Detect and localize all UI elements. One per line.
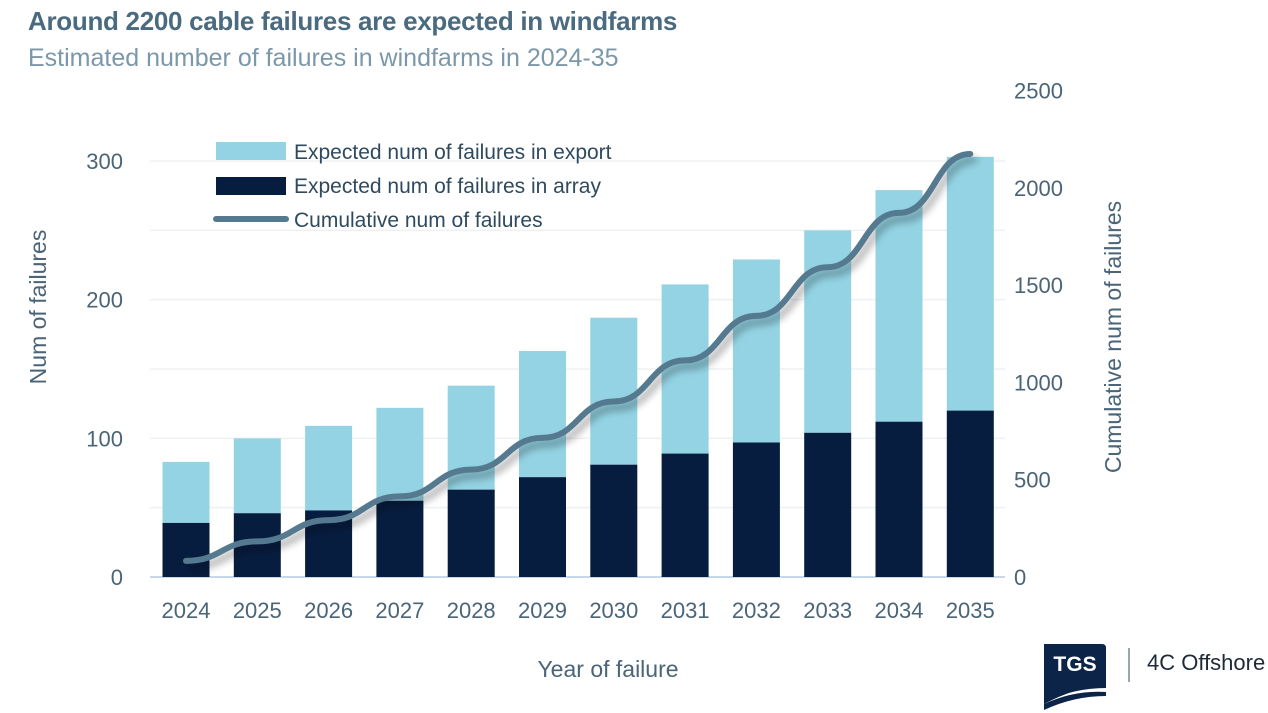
legend-swatch-array xyxy=(216,177,286,195)
y2-tick-label: 1000 xyxy=(1014,370,1063,395)
y2-axis-label: Cumulative num of failures xyxy=(1100,201,1126,473)
brand-name: 4C Offshore xyxy=(1147,650,1266,675)
bar-export-2034 xyxy=(875,190,923,422)
x-tick-label: 2027 xyxy=(375,598,424,623)
y2-tick-label: 0 xyxy=(1014,565,1026,590)
bar-array-2034 xyxy=(875,421,923,577)
chart-subtitle: Estimated number of failures in windfarm… xyxy=(28,44,619,72)
bar-array-2031 xyxy=(661,453,709,577)
bar-export-2029 xyxy=(519,350,566,478)
legend-swatch-export xyxy=(216,142,286,160)
x-tick-label: 2025 xyxy=(233,598,282,623)
y-tick-label: 300 xyxy=(86,149,123,174)
x-tick-label: 2026 xyxy=(304,598,353,623)
x-tick-label: 2028 xyxy=(447,598,496,623)
x-tick-label: 2030 xyxy=(589,598,638,623)
y-tick-label: 100 xyxy=(86,426,123,451)
logo-separator xyxy=(1128,648,1130,682)
bar-array-2024 xyxy=(162,522,210,577)
bar-array-2028 xyxy=(447,489,495,577)
x-tick-label: 2031 xyxy=(661,598,710,623)
bar-array-2029 xyxy=(519,477,566,577)
bar-export-2035 xyxy=(946,156,994,411)
x-tick-label: 2032 xyxy=(732,598,781,623)
bar-array-2032 xyxy=(732,442,780,577)
y-tick-label: 0 xyxy=(111,565,123,590)
bar-export-2031 xyxy=(661,284,709,454)
bar-export-2030 xyxy=(590,317,638,465)
legend: Expected num of failures in export Expec… xyxy=(213,141,612,232)
y2-tick-label: 2000 xyxy=(1014,176,1063,201)
bar-array-2027 xyxy=(376,500,424,577)
chart-title: Around 2200 cable failures are expected … xyxy=(28,6,678,36)
bar-export-2024 xyxy=(162,461,210,523)
x-tick-label: 2024 xyxy=(162,598,211,623)
bar-export-2026 xyxy=(305,425,353,511)
y-axis-label: Num of failures xyxy=(25,230,51,385)
y-tick-label: 200 xyxy=(86,288,123,313)
legend-label-array: Expected num of failures in array xyxy=(294,175,601,198)
x-tick-label: 2033 xyxy=(803,598,852,623)
x-axis-label: Year of failure xyxy=(537,656,678,682)
tgs-logo: TGS xyxy=(1044,644,1106,710)
y2-tick-label: 500 xyxy=(1014,468,1051,493)
x-tick-label: 2034 xyxy=(875,598,924,623)
bar-array-2030 xyxy=(590,464,638,577)
bar-export-2032 xyxy=(732,259,780,443)
y2-tick-label: 1500 xyxy=(1014,273,1063,298)
y2-tick-label: 2500 xyxy=(1014,79,1063,104)
x-tick-label: 2029 xyxy=(518,598,567,623)
bar-export-2025 xyxy=(233,438,281,514)
svg-text:TGS: TGS xyxy=(1053,653,1096,676)
x-tick-label: 2035 xyxy=(946,598,995,623)
legend-label-export: Expected num of failures in export xyxy=(294,141,612,164)
legend-label-cumulative: Cumulative num of failures xyxy=(294,209,543,232)
bar-array-2033 xyxy=(804,432,852,577)
bar-export-2027 xyxy=(376,407,424,501)
bar-array-2035 xyxy=(946,410,994,577)
